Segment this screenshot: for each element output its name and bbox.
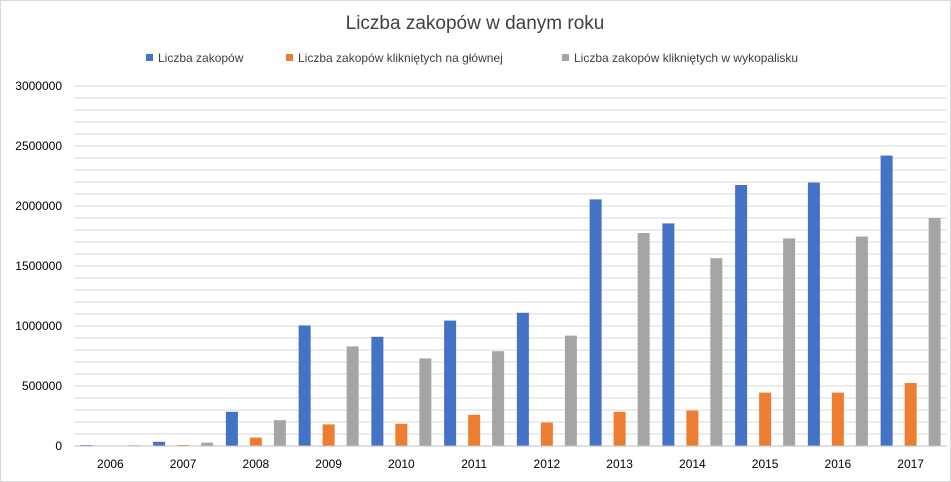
x-tick-label: 2011 (461, 457, 487, 471)
gridlines (74, 85, 947, 435)
y-tick-label: 0 (55, 439, 62, 453)
legend-swatch-2 (286, 54, 293, 61)
bar-2-2016 (831, 392, 844, 446)
bar-3-2013 (637, 233, 650, 446)
bar-2-2017 (904, 383, 917, 446)
x-tick-label: 2009 (315, 457, 342, 471)
x-tick-label: 2017 (897, 457, 924, 471)
bar-3-2016 (855, 236, 868, 446)
y-tick-label: 2000000 (15, 199, 62, 213)
bar-1-2014 (662, 223, 675, 446)
bar-2-2011 (468, 414, 481, 446)
bar-2-2013 (613, 411, 626, 446)
bar-3-2017 (928, 218, 941, 446)
x-axis: 2006 2007 2008 2009 2010 2011 2012 2013 2014 2015… (74, 445, 947, 471)
y-tick-label: 3000000 (15, 79, 62, 93)
legend-swatch-1 (146, 54, 153, 61)
y-tick-label: 500000 (22, 379, 62, 393)
bar-1-2010 (371, 336, 384, 446)
bar-3-2012 (564, 335, 577, 446)
x-tick-label: 2010 (388, 457, 415, 471)
bar-1-2011 (444, 320, 457, 446)
bar-3-2010 (419, 358, 432, 446)
bar-2-2015 (759, 392, 772, 446)
bar-3-2011 (492, 351, 505, 446)
bar-1-2013 (589, 199, 602, 446)
legend-label-1: Liczba zakopów (158, 51, 244, 65)
legend-label-3: Liczba zakopów klikniętych w wykopalisku (574, 51, 798, 65)
bar-1-2009 (298, 325, 311, 446)
x-tick-label: 2006 (97, 457, 124, 471)
bar-3-2008 (273, 420, 286, 446)
x-tick-label: 2015 (752, 457, 779, 471)
bar-2-2008 (249, 437, 262, 446)
x-tick-label: 2008 (243, 457, 270, 471)
y-tick-label: 2500000 (15, 139, 62, 153)
bar-1-2016 (807, 182, 820, 446)
bar-2-2014 (686, 410, 699, 446)
x-tick-label: 2013 (606, 457, 633, 471)
legend: Liczba zakopów Liczba zakopów klikniętych… (146, 51, 798, 65)
bar-2-2012 (540, 422, 553, 446)
bar-3-2014 (710, 258, 723, 446)
bar-1-2007 (153, 441, 166, 446)
bar-2-2010 (395, 423, 408, 446)
x-tick-label: 2014 (679, 457, 706, 471)
chart-title: Liczba zakopów w danym roku (346, 13, 605, 34)
bar-1-2012 (516, 312, 529, 446)
bar-3-2007 (201, 442, 214, 446)
y-axis: 0 500000 1000000 1500000 2000000 2500000 30000… (15, 79, 62, 453)
legend-swatch-3 (562, 54, 569, 61)
y-tick-label: 1000000 (15, 319, 62, 333)
x-tick-label: 2012 (534, 457, 561, 471)
y-tick-label: 1500000 (15, 259, 62, 273)
bar-1-2015 (735, 185, 748, 446)
legend-label-2: Liczba zakopów klikniętych na głównej (298, 51, 503, 65)
bar-1-2008 (225, 411, 238, 446)
bar-2-2009 (322, 424, 335, 446)
bar-3-2015 (783, 238, 796, 446)
bar-1-2017 (880, 155, 893, 446)
bar-3-2009 (346, 346, 359, 446)
x-tick-label: 2016 (825, 457, 852, 471)
x-tick-label: 2007 (170, 457, 197, 471)
bars (80, 155, 941, 446)
